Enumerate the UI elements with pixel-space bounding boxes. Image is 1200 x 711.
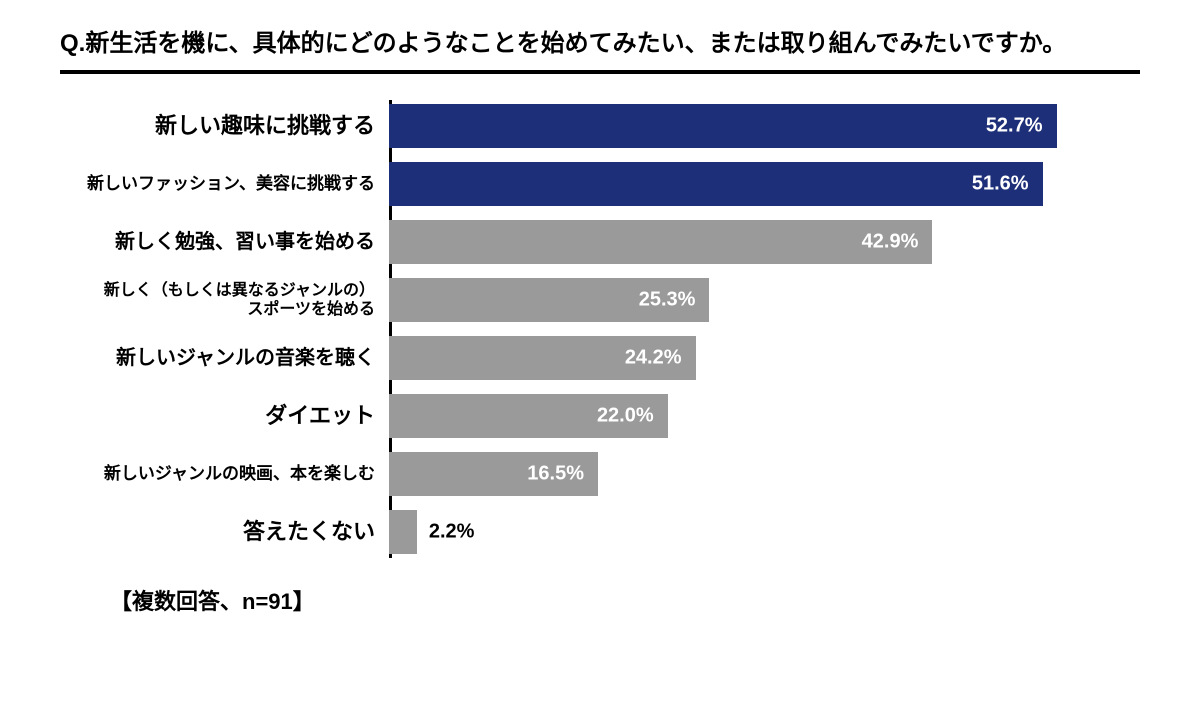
bar-track: 16.5% bbox=[389, 452, 1140, 496]
category-label: 新しい趣味に挑戦する bbox=[60, 113, 389, 139]
bar: 52.7% bbox=[389, 104, 1057, 148]
bar-value: 51.6% bbox=[972, 173, 1029, 196]
bar-track: 22.0% bbox=[389, 394, 1140, 438]
bar-value: 24.2% bbox=[625, 347, 682, 370]
bar-value: 16.5% bbox=[527, 463, 584, 486]
chart-row: 新しく勉強、習い事を始める 42.9% bbox=[60, 220, 1140, 264]
bar-value: 52.7% bbox=[986, 115, 1043, 138]
question-title: Q.新生活を機に、具体的にどのようなことを始めてみたい、または取り組んでみたいで… bbox=[60, 28, 1140, 60]
bar: 42.9% bbox=[389, 220, 932, 264]
bar-value: 22.0% bbox=[597, 405, 654, 428]
category-label: 答えたくない bbox=[60, 519, 389, 545]
bar-track: 42.9% bbox=[389, 220, 1140, 264]
bar-value: 2.2% bbox=[429, 521, 475, 544]
bar-track: 51.6% bbox=[389, 162, 1140, 206]
chart-row: 答えたくない 2.2% bbox=[60, 510, 1140, 554]
chart-row: 新しいジャンルの映画、本を楽しむ 16.5% bbox=[60, 452, 1140, 496]
bar: 51.6% bbox=[389, 162, 1043, 206]
category-label: 新しいジャンルの映画、本を楽しむ bbox=[60, 464, 389, 484]
bar-track: 2.2% bbox=[389, 510, 1140, 554]
chart-container: Q.新生活を機に、具体的にどのようなことを始めてみたい、または取り組んでみたいで… bbox=[0, 0, 1200, 711]
footnote: 【複数回答、n=91】 bbox=[110, 584, 1140, 616]
chart-row: 新しいファッション、美容に挑戦する 51.6% bbox=[60, 162, 1140, 206]
chart-row: 新しい趣味に挑戦する 52.7% bbox=[60, 104, 1140, 148]
bar: 22.0% bbox=[389, 394, 668, 438]
category-label: ダイエット bbox=[60, 403, 389, 429]
category-label: 新しいファッション、美容に挑戦する bbox=[60, 174, 389, 194]
bar: 16.5% bbox=[389, 452, 598, 496]
bar-value: 25.3% bbox=[639, 289, 696, 312]
bar bbox=[389, 510, 417, 554]
bar-track: 25.3% bbox=[389, 278, 1140, 322]
category-label: 新しく（もしくは異なるジャンルの） スポーツを始める bbox=[60, 281, 389, 319]
bar-track: 24.2% bbox=[389, 336, 1140, 380]
bar-value: 42.9% bbox=[862, 231, 919, 254]
title-rule bbox=[60, 70, 1140, 74]
bar: 25.3% bbox=[389, 278, 709, 322]
bar-track: 52.7% bbox=[389, 104, 1140, 148]
bar-chart: 新しい趣味に挑戦する 52.7% 新しいファッション、美容に挑戦する 51.6% 新しく… bbox=[60, 104, 1140, 554]
category-label: 新しいジャンルの音楽を聴く bbox=[60, 346, 389, 370]
bar: 24.2% bbox=[389, 336, 696, 380]
chart-row: 新しいジャンルの音楽を聴く 24.2% bbox=[60, 336, 1140, 380]
chart-row: ダイエット 22.0% bbox=[60, 394, 1140, 438]
category-label: 新しく勉強、習い事を始める bbox=[60, 230, 389, 254]
chart-row: 新しく（もしくは異なるジャンルの） スポーツを始める 25.3% bbox=[60, 278, 1140, 322]
